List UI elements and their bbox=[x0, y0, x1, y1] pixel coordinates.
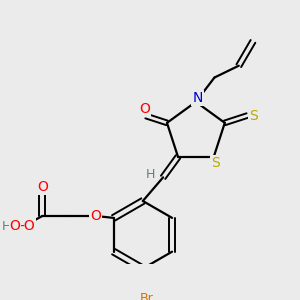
Text: H: H bbox=[15, 221, 24, 235]
Text: O: O bbox=[139, 102, 150, 116]
Text: O: O bbox=[38, 180, 48, 194]
Text: Br: Br bbox=[140, 292, 154, 300]
Text: S: S bbox=[249, 109, 258, 123]
Text: S: S bbox=[211, 156, 220, 170]
Text: H: H bbox=[146, 168, 155, 181]
Text: –O: –O bbox=[17, 219, 34, 233]
Text: N: N bbox=[192, 91, 203, 105]
Text: O: O bbox=[90, 208, 101, 223]
Text: O: O bbox=[10, 219, 20, 233]
Text: H: H bbox=[2, 220, 11, 233]
